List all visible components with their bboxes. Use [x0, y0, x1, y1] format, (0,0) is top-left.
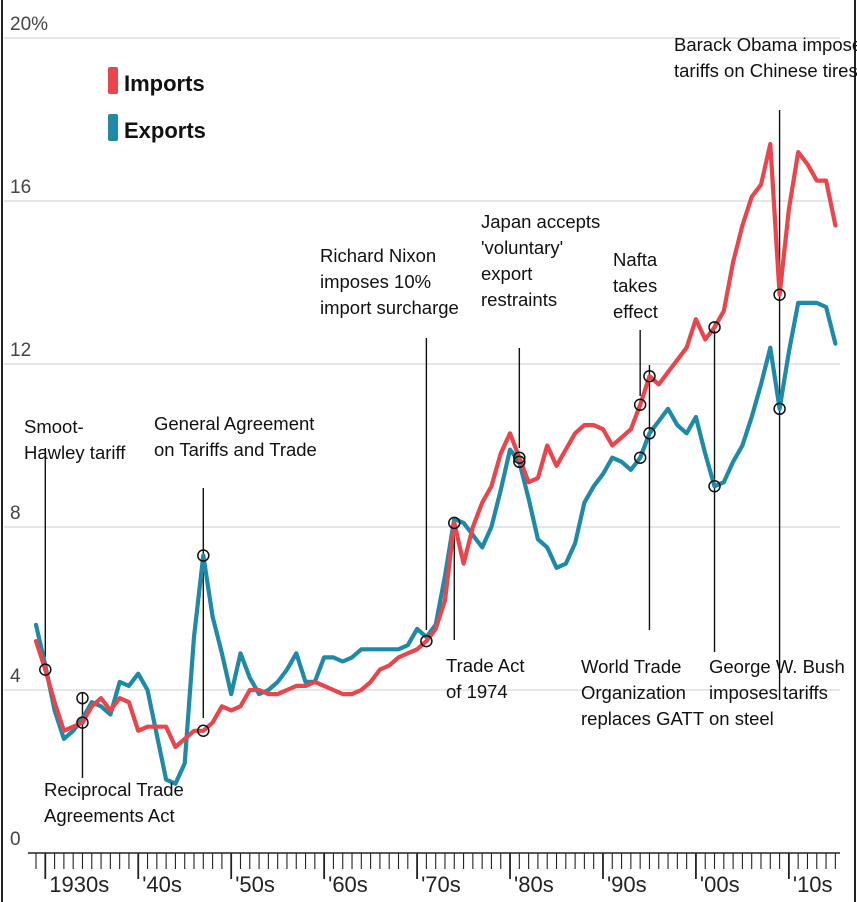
x-tick-label: '40s [142, 872, 182, 897]
annotation-line: George W. Bush [709, 656, 845, 677]
annotation-line: export [481, 263, 532, 284]
annotation-labels: Smoot- Hawley tariff Reciprocal Trade Agree… [24, 34, 857, 826]
annotation-line: import surcharge [320, 297, 459, 318]
annotation-smoot-hawley: Smoot- Hawley tariff [24, 416, 126, 463]
x-tick-label: 1930s [49, 872, 109, 897]
marker-reciprocal-trade [76, 716, 89, 729]
legend-swatch-exports [108, 114, 118, 141]
annotation-line: effect [613, 301, 658, 322]
annotation-line: Organization [581, 682, 686, 703]
annotation-line: Japan accepts [481, 211, 600, 232]
legend: Imports Exports [108, 67, 206, 143]
x-tick-label: '80s [514, 872, 554, 897]
annotation-line: replaces GATT [581, 708, 704, 729]
y-axis-ticks: 0 4 8 12 16 20% [10, 14, 48, 850]
annotation-japan: Japan accepts 'voluntary' export restraints [481, 211, 600, 310]
y-tick-label: 16 [10, 177, 31, 198]
annotation-line: Trade Act [446, 655, 525, 676]
annotation-line: restraints [481, 289, 557, 310]
annotation-line: imposes tariffs [709, 682, 828, 703]
marker-wto [643, 369, 656, 383]
annotation-gatt: General Agreement on Tariffs and Trade [154, 413, 317, 460]
event-markers [39, 288, 786, 737]
marker2-bush-steel [708, 480, 721, 493]
x-tick-label: '00s [700, 872, 740, 897]
annotation-line: Barack Obama imposes [674, 34, 857, 55]
annotation-line: on Tariffs and Trade [154, 439, 317, 460]
annotation-nafta: Nafta takes effect [613, 249, 658, 322]
y-tick-label: 12 [10, 340, 31, 361]
marker-gatt [197, 549, 210, 562]
y-tick-label: 4 [10, 666, 21, 687]
marker2-japan [513, 455, 526, 469]
legend-swatch-imports [108, 67, 118, 94]
legend-label-exports: Exports [124, 118, 206, 143]
marker-nafta [633, 398, 647, 411]
marker2-obama-tires [773, 402, 786, 416]
annotation-line: Smoot- [24, 416, 84, 437]
marker-nixon [420, 634, 433, 648]
annotation-bush-steel: George W. Bush imposes tariffs on steel [709, 656, 845, 729]
x-tick-label: '70s [421, 872, 461, 897]
annotation-line: General Agreement [154, 413, 314, 434]
annotation-line: Agreements Act [44, 805, 175, 826]
annotation-line: 'voluntary' [481, 237, 563, 258]
annotation-line: Reciprocal Trade [44, 779, 184, 800]
annotation-line: takes [613, 275, 657, 296]
marker-trade-act-1974 [448, 516, 461, 530]
y-tick-label: 8 [10, 503, 21, 524]
annotation-line: World Trade [581, 656, 681, 677]
marker2-reciprocal-trade [76, 691, 89, 705]
x-tick-label: '50s [235, 872, 275, 897]
marker-obama-tires [773, 288, 786, 301]
x-axis: 1930s '40s '50s '60s '70s '80s '90s '00s '10s [28, 852, 840, 897]
annotation-line: Richard Nixon [320, 245, 436, 266]
annotation-line: of 1974 [446, 681, 508, 702]
series-line-imports [33, 141, 838, 750]
marker-japan [513, 451, 526, 464]
x-tick-label: '60s [328, 872, 368, 897]
marker2-gatt [197, 724, 210, 737]
annotation-trade-act-1974: Trade Act of 1974 [446, 655, 525, 702]
marker-bush-steel [708, 321, 721, 334]
annotation-obama-tires: Barack Obama imposes tariffs on Chinese t… [674, 34, 857, 81]
marker-smoot-hawley [39, 663, 52, 676]
y-tick-label: 0 [10, 829, 21, 850]
annotation-line: Hawley tariff [24, 442, 126, 463]
annotation-line: on steel [709, 708, 774, 729]
annotation-wto: World Trade Organization replaces GATT [581, 656, 704, 729]
annotation-line: imposes 10% [320, 271, 431, 292]
annotation-line: tariffs on Chinese tires [674, 60, 857, 81]
x-tick-label: '90s [607, 872, 647, 897]
x-tick-label: '10s [793, 872, 833, 897]
marker2-nafta [633, 451, 647, 464]
y-tick-label: 20% [10, 14, 48, 35]
series-lines [33, 141, 838, 786]
marker2-wto [643, 427, 656, 440]
annotation-line: Nafta [613, 249, 658, 270]
legend-label-imports: Imports [124, 71, 205, 96]
annotation-nixon: Richard Nixon imposes 10% import surcharge [320, 245, 459, 318]
annotation-reciprocal-trade: Reciprocal Trade Agreements Act [44, 779, 184, 826]
